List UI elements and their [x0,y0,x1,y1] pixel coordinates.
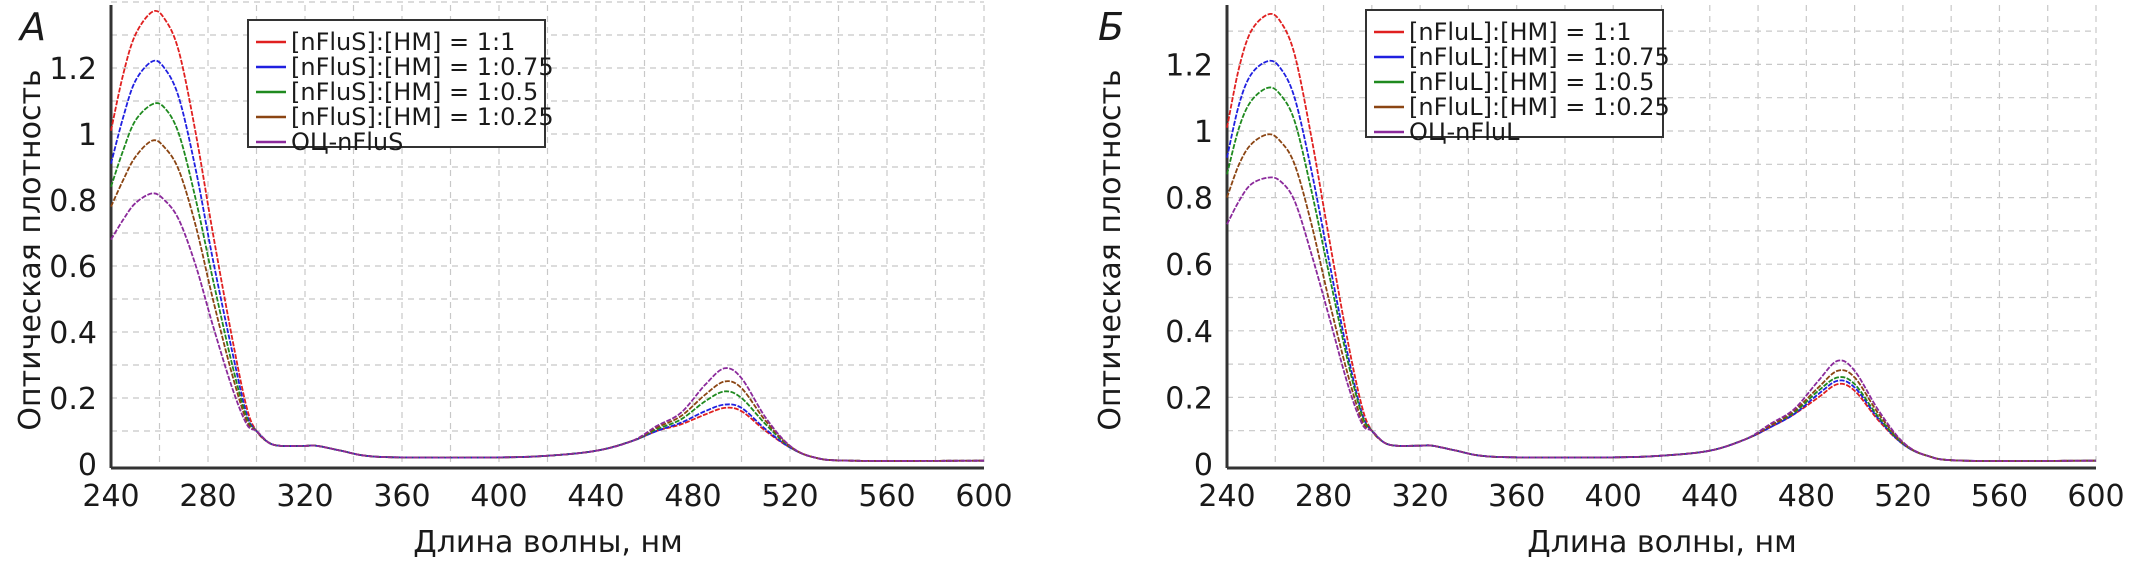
legend-entry: [nFluS]:[HM] = 1:0.75 [291,53,554,81]
x-tick-label: 280 [1295,479,1352,514]
x-tick-label: 480 [1778,479,1835,514]
legend-box [247,19,546,148]
legend-entry: [nFluS]:[HM] = 1:0.25 [291,103,554,131]
legend-entry: [nFluL]:[HM] = 1:0.75 [1409,43,1670,71]
legend-entry: ОЦ-nFluS [291,128,403,156]
x-tick-label: 360 [1488,479,1545,514]
x-tick-label: 600 [2067,479,2124,514]
y-tick-label: 0 [1194,448,1213,483]
legend-entry: [nFluL]:[HM] = 1:0.5 [1409,68,1654,96]
x-tick-label: 560 [858,479,915,514]
x-tick-label: 320 [1391,479,1448,514]
x-axis-label: Длина волны, нм [1527,525,1796,560]
legend-entry: [nFluL]:[HM] = 1:0.25 [1409,93,1670,121]
series-line-3 [110,102,985,462]
x-tick-label: 520 [1874,479,1931,514]
x-tick-label: 520 [761,479,818,514]
chart-panel-a: 240 280 320 360 400 440 480 520 560 600 0 0.2 0.4 0.6… [13,1,1013,560]
x-tick-label: 440 [1681,479,1738,514]
y-tick-label: 1.2 [49,52,97,87]
x-tick-label: 280 [179,479,236,514]
y-tick-label: 0.2 [1165,381,1213,416]
x-tick-label: 320 [276,479,333,514]
panel-label: А [17,5,46,49]
x-tick-label: 480 [664,479,721,514]
x-tick-label: 240 [82,479,139,514]
series-line-5 [1226,176,2097,462]
y-tick-label: 0 [78,448,97,483]
y-tick-label: 0.8 [1165,182,1213,217]
legend: [nFluL]:[HM] = 1:1[nFluL]:[HM] = 1:0.75[… [1365,9,1670,146]
panel-label: Б [1098,5,1124,49]
y-tick-label: 0.6 [1165,248,1213,283]
x-axis-label: Длина волны, нм [413,525,682,560]
y-axis-label: Оптическая плотность [1093,69,1128,430]
y-tick-label: 0.4 [49,316,97,351]
y-tick-label: 1.2 [1165,48,1213,83]
x-tick-label: 400 [470,479,527,514]
y-tick-label: 0.4 [1165,315,1213,350]
series-line-2 [1226,59,2097,462]
legend-entry: [nFluS]:[HM] = 1:1 [291,28,515,56]
x-tick-label: 240 [1198,479,1255,514]
legend-entry: [nFluL]:[HM] = 1:1 [1409,18,1632,46]
x-tick-label: 560 [1971,479,2028,514]
y-tick-label: 1 [78,118,97,153]
legend-entry: ОЦ-nFluL [1409,118,1520,146]
y-axis-label: Оптическая плотность [13,69,48,430]
x-tick-label: 440 [567,479,624,514]
y-tick-label: 1 [1194,115,1213,150]
chart-panel-b: 240 280 320 360 400 440 480 520 560 600 0 0.2 0.4 0.6… [1093,5,2125,560]
x-tick-label: 400 [1585,479,1642,514]
y-tick-label: 0.6 [49,250,97,285]
legend-entry: [nFluS]:[HM] = 1:0.5 [291,78,538,106]
series-line-5 [110,192,985,462]
y-tick-label: 0.8 [49,184,97,219]
legend: [nFluS]:[HM] = 1:1[nFluS]:[HM] = 1:0.75[… [247,19,554,156]
x-tick-label: 360 [373,479,430,514]
x-tick-label: 600 [955,479,1012,514]
legend-box [1365,9,1664,138]
y-tick-label: 0.2 [49,382,97,417]
